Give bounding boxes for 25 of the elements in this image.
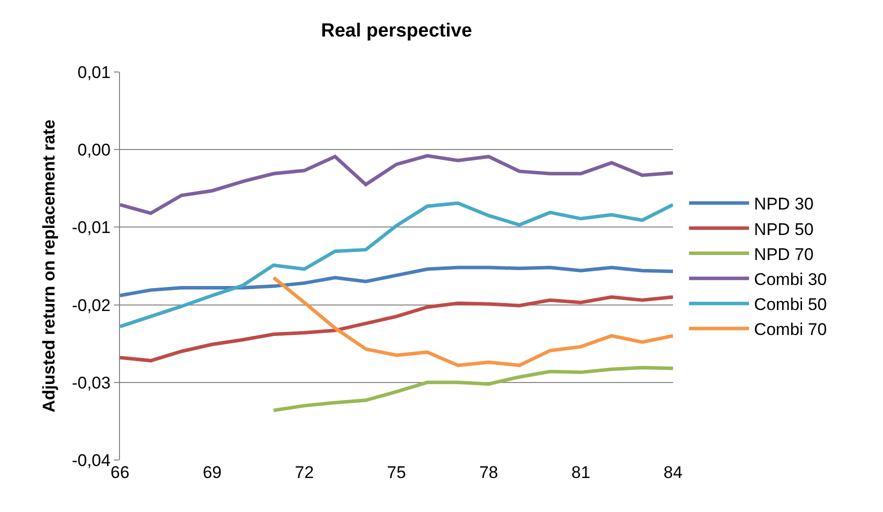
y-tick-label: 0,01 — [78, 62, 111, 82]
y-tick-label: 0,00 — [78, 140, 111, 160]
x-tick-label: 81 — [571, 463, 590, 482]
legend-label: NPD 70 — [754, 244, 814, 264]
legend-label: NPD 50 — [754, 220, 814, 239]
chart-title: Real perspective — [320, 20, 472, 42]
legend-label: Combi 50 — [754, 295, 827, 314]
line-series — [272, 366, 673, 412]
x-tick-label: 78 — [479, 463, 498, 482]
y-tick-label: -0,04 — [72, 450, 111, 470]
legend-label: Combi 30 — [754, 270, 827, 289]
legend-label: NPD 30 — [754, 194, 814, 214]
x-tick-label: 66 — [110, 463, 130, 482]
line-series — [120, 154, 673, 215]
legend-label: Combi 70 — [754, 320, 827, 340]
x-tick-label: 84 — [664, 463, 682, 482]
line-series — [272, 276, 673, 368]
y-axis-title: Adjusted return on replacement rate — [39, 120, 58, 412]
x-tick-label: 72 — [294, 463, 314, 482]
line-series — [120, 266, 673, 298]
y-tick-label: -0,03 — [72, 373, 111, 392]
y-tick-label: -0,02 — [72, 296, 111, 315]
y-tick-label: -0,01 — [72, 218, 111, 238]
x-tick-label: 75 — [387, 463, 406, 482]
x-tick-label: 69 — [202, 463, 222, 482]
